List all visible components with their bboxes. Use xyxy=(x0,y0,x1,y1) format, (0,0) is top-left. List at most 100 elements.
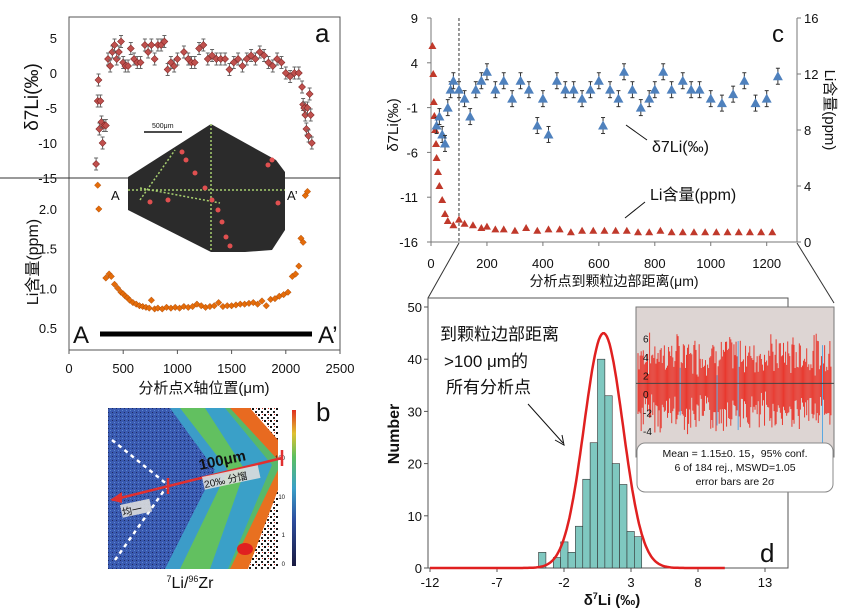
li-content-point xyxy=(678,228,687,236)
weighted-mean-inset: 6 4 2 0 -2 -4 Mean = 1.15±0. 15，95% conf. 6 o… xyxy=(635,306,835,493)
x-tick-label: 400 xyxy=(532,256,554,271)
li-content-point xyxy=(245,299,253,307)
li-content-point xyxy=(555,225,564,233)
d7li-point xyxy=(605,84,616,94)
li-content-point xyxy=(432,154,441,161)
d7li-point xyxy=(203,55,212,63)
inset-y-tick-label: 6 xyxy=(643,335,649,346)
d7li-point xyxy=(114,48,123,56)
li-content-point xyxy=(443,217,452,224)
d7li-point xyxy=(92,160,100,168)
panel-a-top-ylabel: δ7Li(‰) xyxy=(22,63,43,131)
li-content-point xyxy=(454,215,463,223)
d7li-point xyxy=(465,111,476,121)
profile-label-a-prime: A’ xyxy=(318,322,338,349)
d7li-point xyxy=(532,120,543,130)
d7li-point xyxy=(459,93,470,103)
histogram-bar xyxy=(567,552,576,569)
scale-bar-label: 500μm xyxy=(152,123,174,130)
bottom-y-tick-label: 1.5 xyxy=(39,242,57,257)
d7li-point xyxy=(238,62,247,70)
panel-label-c: c xyxy=(772,21,784,48)
d7li-point xyxy=(537,93,548,103)
d7li-point xyxy=(649,84,660,94)
li-content-point xyxy=(435,182,444,189)
d7li-point xyxy=(442,102,453,112)
li-content-point xyxy=(522,224,531,231)
d7li-point xyxy=(124,62,132,70)
d7li-point xyxy=(251,55,260,63)
y-tick-label: 40 xyxy=(408,352,422,367)
d7li-point xyxy=(677,75,688,85)
d7li-point xyxy=(728,89,739,99)
panel-d-ylabel: Number xyxy=(386,404,403,464)
li-content-point xyxy=(202,303,210,311)
d7li-point xyxy=(147,41,156,49)
top-y-tick-label: -10 xyxy=(38,136,57,151)
x-tick-label: 1200 xyxy=(752,256,781,271)
d7li-point xyxy=(234,55,242,63)
right-y-tick-label: 8 xyxy=(804,123,811,138)
li-content-point xyxy=(284,288,292,296)
li-content-point xyxy=(460,219,469,227)
d7li-point xyxy=(208,51,216,60)
li-content-point xyxy=(712,228,721,236)
li-content-point xyxy=(433,168,442,175)
left-y-tick-label: -11 xyxy=(400,190,418,205)
x-tick-label: 0 xyxy=(65,361,72,376)
x-tick-label: -2 xyxy=(558,575,570,590)
d7li-point xyxy=(294,69,303,77)
li-content-point xyxy=(622,226,631,234)
d7li-point xyxy=(117,37,125,46)
li-content-point xyxy=(611,226,620,234)
top-y-tick-label: 0 xyxy=(50,66,57,81)
li-content-point xyxy=(499,225,508,233)
d7li-point xyxy=(126,44,135,53)
li-zr-map-image xyxy=(108,408,278,569)
d7li-point xyxy=(106,62,115,70)
d7li-point xyxy=(225,65,234,74)
y-tick-label: 50 xyxy=(408,300,422,315)
d7li-point xyxy=(551,75,562,85)
d7li-point xyxy=(306,111,315,119)
li-content-point xyxy=(180,303,188,311)
d7li-point xyxy=(247,51,256,60)
d7li-point xyxy=(439,138,450,148)
d7li-point xyxy=(644,93,655,103)
x-tick-label: 3 xyxy=(627,575,634,590)
li-content-point xyxy=(210,302,218,310)
li-content-point xyxy=(589,226,598,234)
d7li-point xyxy=(298,83,306,91)
panel-d-xlabel: δ7Li (‰) xyxy=(584,591,641,609)
li-content-point xyxy=(258,297,266,305)
li-content-point xyxy=(768,228,777,236)
li-content-point xyxy=(428,42,437,49)
d7li-point xyxy=(772,71,783,81)
histogram-bar xyxy=(597,358,606,569)
li-content-point xyxy=(267,295,275,303)
li-content-point xyxy=(600,226,609,234)
li-content-point xyxy=(533,226,542,234)
d7li-point xyxy=(273,55,282,63)
d7li-point xyxy=(144,48,153,56)
d7li-point xyxy=(705,93,716,103)
inset-y-tick-label: -4 xyxy=(643,427,652,438)
d7li-point xyxy=(598,120,609,130)
y-tick-label: 10 xyxy=(408,509,422,524)
d7li-point xyxy=(160,37,169,46)
d7li-point xyxy=(593,75,604,85)
d7li-annotation-arrow xyxy=(625,124,648,141)
arrow-head-icon xyxy=(110,492,122,503)
d7li-point xyxy=(635,102,646,112)
histogram-bar xyxy=(634,536,643,569)
inset-stats-line-2: 6 of 184 rej., MSWD=1.05 xyxy=(674,462,795,474)
li-content-point xyxy=(432,140,441,147)
li-content-point xyxy=(262,302,270,310)
inset-y-tick-label: -2 xyxy=(643,409,652,420)
d7li-point xyxy=(303,104,312,112)
inset-stats-line-3: error bars are 2σ xyxy=(696,476,775,488)
profile-label-a: A xyxy=(73,322,89,349)
li-content-point xyxy=(656,226,665,234)
li-content-point xyxy=(440,210,449,217)
histogram-bar xyxy=(626,531,635,569)
